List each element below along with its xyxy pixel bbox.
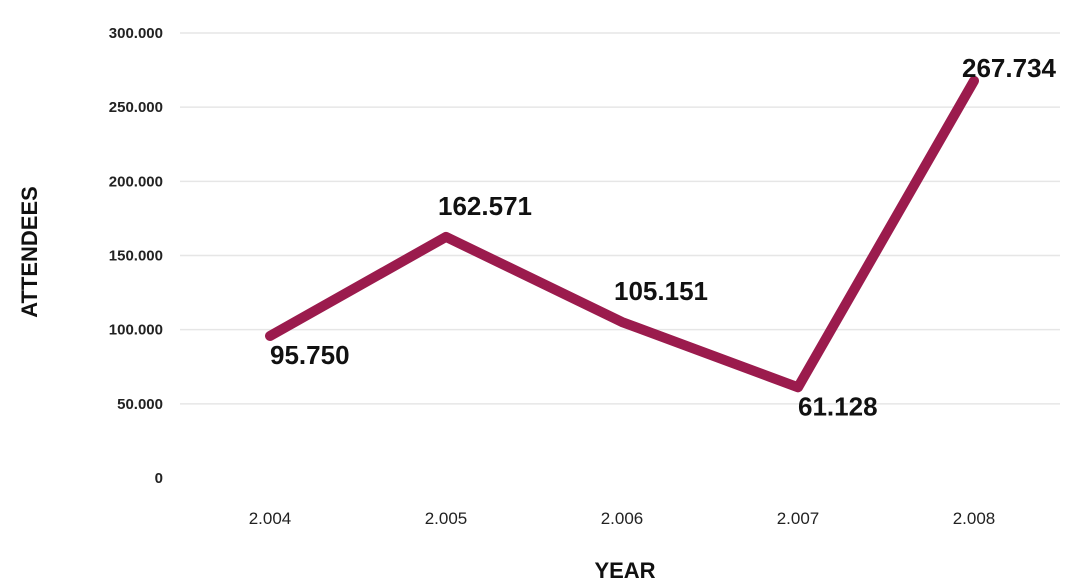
y-tick-label: 0 — [155, 470, 163, 487]
y-tick-label: 200.000 — [109, 173, 163, 190]
data-label: 267.734 — [962, 53, 1057, 83]
x-axis-title: YEAR — [594, 558, 655, 583]
y-tick-label: 100.000 — [109, 322, 163, 339]
data-label: 95.750 — [270, 340, 350, 370]
y-axis-ticks: 0 50.000 100.000 150.000 200.000 250.000 300.0… — [109, 25, 163, 487]
y-tick-label: 50.000 — [117, 396, 163, 413]
y-axis-title: ATTENDEES — [17, 186, 42, 318]
series-line — [265, 75, 979, 393]
x-tick-label: 2.008 — [953, 509, 996, 528]
gridlines — [180, 32, 1060, 405]
data-label: 105.151 — [614, 276, 708, 306]
x-tick-label: 2.007 — [777, 509, 820, 528]
y-tick-label: 150.000 — [109, 248, 163, 265]
data-label: 61.128 — [798, 391, 878, 421]
data-label: 162.571 — [438, 191, 532, 221]
x-axis-ticks: 2.004 2.005 2.006 2.007 2.008 — [249, 509, 996, 528]
y-tick-label: 250.000 — [109, 99, 163, 116]
x-tick-label: 2.006 — [601, 509, 644, 528]
x-tick-label: 2.004 — [249, 509, 292, 528]
x-tick-label: 2.005 — [425, 509, 468, 528]
data-labels: 95.750 162.571 105.151 61.128 267.734 — [270, 53, 1057, 421]
y-tick-label: 300.000 — [109, 25, 163, 42]
